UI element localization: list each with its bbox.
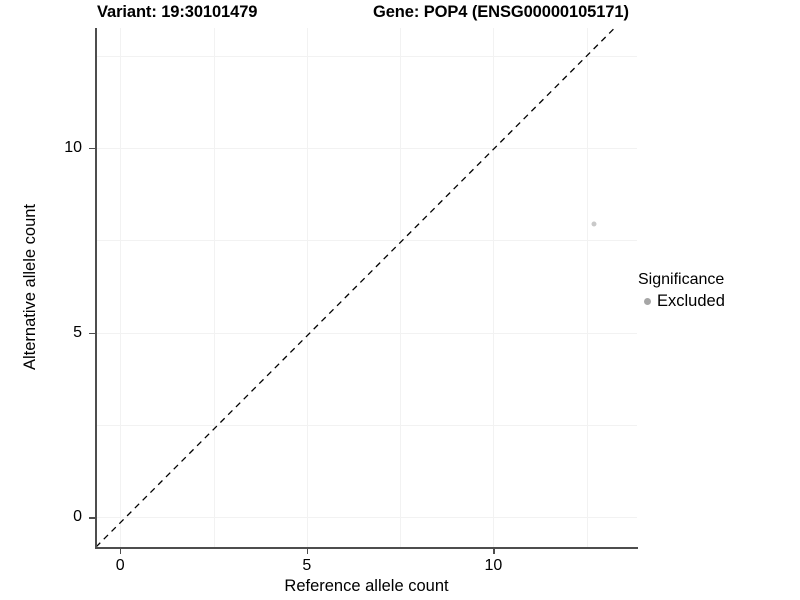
gridline-x-major	[493, 28, 494, 547]
gridline-y-minor	[96, 425, 637, 426]
gridline-y-major	[96, 333, 637, 334]
x-tick-mark	[120, 548, 122, 554]
gridline-x-minor	[400, 28, 401, 547]
gridline-y-minor	[96, 240, 637, 241]
legend-title: Significance	[638, 271, 725, 288]
gridline-x-major	[307, 28, 308, 547]
legend-item[interactable]: Excluded	[638, 290, 798, 312]
x-axis-title: Reference allele count	[284, 577, 449, 595]
legend-item-label: Excluded	[657, 291, 725, 310]
legend: Significance Excluded	[638, 270, 798, 312]
gene-title: Gene: POP4 (ENSG00000105171)	[373, 3, 629, 21]
identity-line	[96, 28, 637, 547]
gridline-x-minor	[587, 28, 588, 547]
data-point[interactable]	[591, 221, 597, 227]
x-tick-mark	[493, 548, 495, 554]
y-tick-mark	[89, 517, 95, 519]
variant-title: Variant: 19:30101479	[97, 3, 258, 21]
x-tick-label: 10	[484, 557, 503, 574]
x-tick-label: 0	[115, 557, 125, 574]
y-axis-title: Alternative allele count	[21, 203, 39, 371]
x-tick-mark	[306, 548, 308, 554]
x-axis-line	[95, 547, 638, 549]
chart-title-row: Variant: 19:30101479 Gene: POP4 (ENSG000…	[0, 2, 800, 28]
legend-key	[638, 292, 656, 310]
legend-items: Excluded	[638, 290, 798, 312]
gridline-y-major	[96, 517, 637, 518]
gridline-x-major	[120, 28, 121, 547]
gridline-y-major	[96, 148, 637, 149]
y-tick-mark	[89, 148, 95, 150]
gridline-x-minor	[214, 28, 215, 547]
x-tick-label: 5	[302, 557, 312, 574]
y-tick-label: 5	[73, 323, 82, 341]
gridline-y-minor	[96, 56, 637, 57]
plot-panel	[96, 28, 637, 547]
legend-dot-icon	[643, 297, 651, 305]
y-tick-label: 0	[73, 508, 82, 526]
y-axis-line	[95, 28, 97, 548]
y-tick-mark	[89, 332, 95, 334]
y-tick-label: 10	[64, 139, 82, 157]
